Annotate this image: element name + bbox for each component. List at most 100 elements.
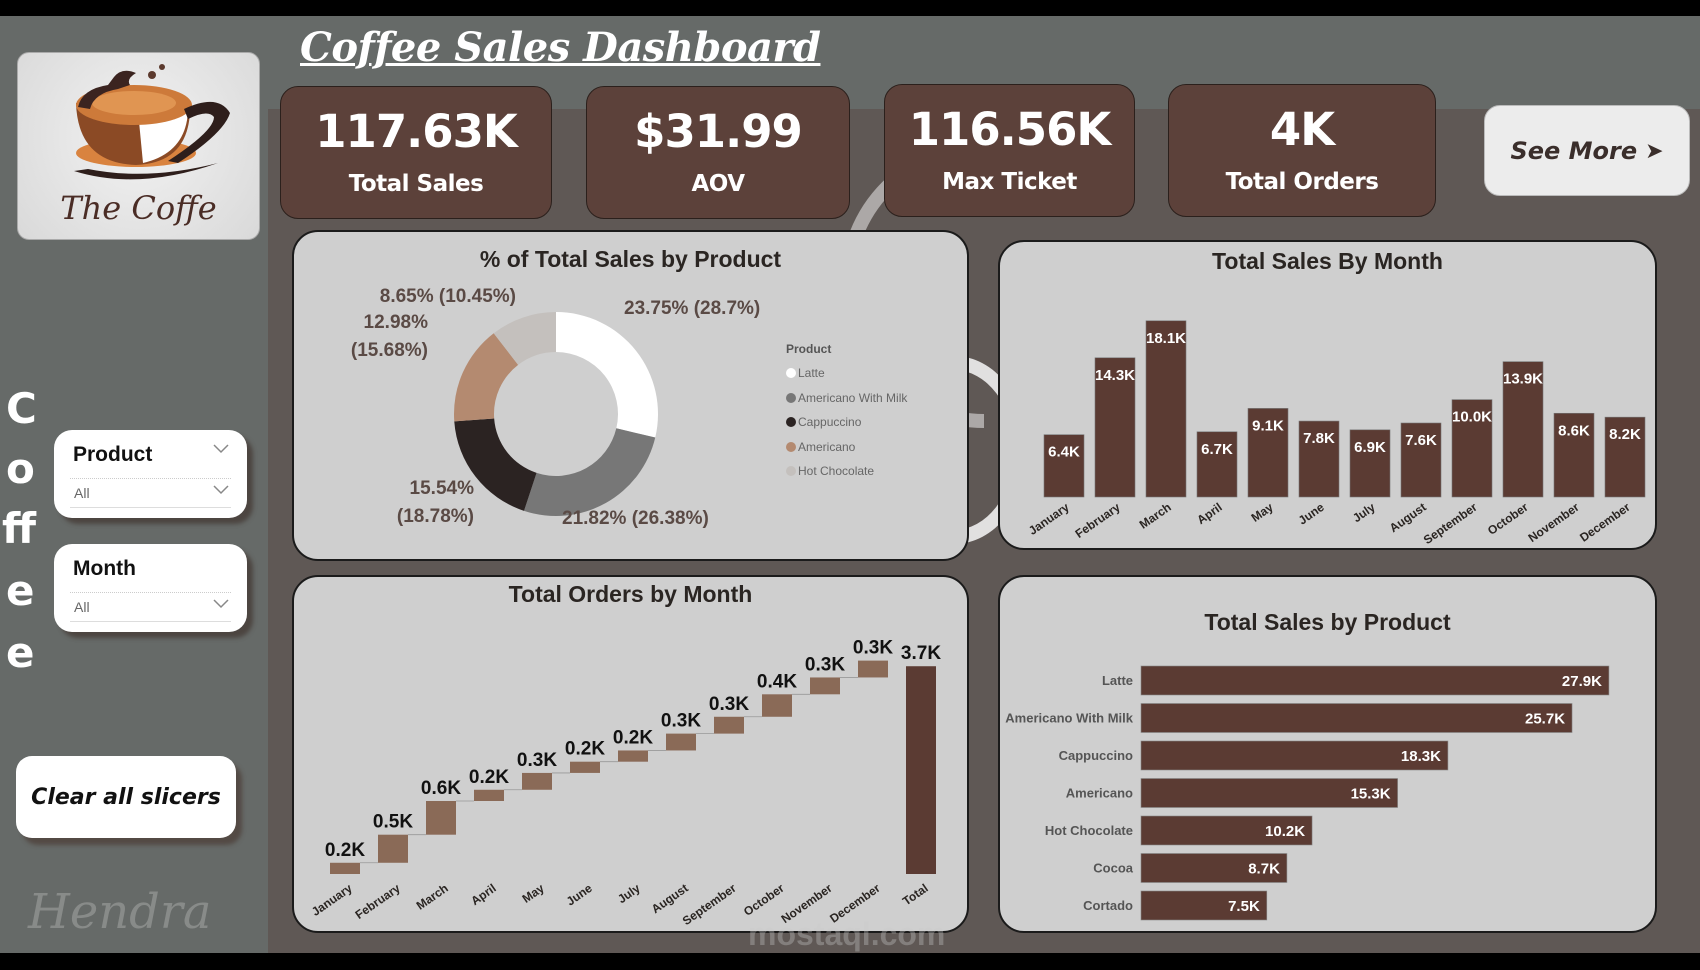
x-tick-label: May [520, 881, 547, 906]
waterfall-data-label: 0.4K [757, 671, 797, 692]
bar-august [1400, 422, 1442, 498]
waterfall-bar-december [858, 660, 888, 678]
hbar-cortado [1140, 890, 1268, 921]
legend-dot-icon [786, 441, 796, 452]
kpi-label: Total Sales [348, 171, 484, 197]
logo-card: The Coffe [17, 52, 260, 240]
waterfall-bar-january [330, 862, 360, 874]
donut-data-label: 12.98% [364, 312, 429, 333]
bar-june [1298, 420, 1340, 498]
donut-slice-americano [454, 333, 519, 422]
bar-data-label: 13.9K [1503, 371, 1543, 388]
kpi-label: Max Ticket [942, 169, 1077, 195]
sales-by-product-chart: 27.9K Latte 25.7K Americano With Milk 18.3K C… [1005, 665, 1610, 921]
waterfall-data-label: 0.3K [661, 711, 701, 732]
donut-data-label: 21.82% (26.38%) [562, 508, 709, 529]
hbar-hot-chocolate [1140, 815, 1313, 846]
bar-data-label: 6.9K [1354, 439, 1386, 456]
hbar-data-label: 15.3K [1351, 786, 1391, 803]
waterfall-data-label: 0.2K [565, 739, 605, 760]
legend-label: Americano [798, 439, 856, 454]
waterfall-data-label: 0.3K [709, 694, 749, 715]
hbar-americano [1140, 778, 1398, 808]
waterfall-data-label: 0.3K [853, 638, 893, 659]
donut-data-label: (18.78%) [397, 506, 474, 527]
x-tick-label: May [1249, 500, 1276, 525]
hbar-latte [1140, 665, 1610, 696]
product-dropdown[interactable]: All [70, 478, 231, 508]
coffee-cup-logo-icon [74, 64, 230, 180]
legend-item[interactable]: Americano With Milk [786, 386, 907, 411]
product-slicer[interactable]: Product All [54, 430, 247, 518]
kpi-value: 117.63K [315, 105, 518, 158]
bar-data-label: 7.8K [1303, 430, 1335, 447]
legend-title: Product [786, 342, 832, 356]
donut-slice-hot-chocolate [493, 312, 556, 365]
see-more-label: See More [1510, 136, 1638, 165]
chart-title: % of Total Sales by Product [479, 246, 782, 272]
bar-october [1502, 361, 1544, 498]
month-dropdown[interactable]: All [70, 592, 231, 622]
orders-by-month-panel: Total Orders by Month 0.2K January 0.5K Feb… [292, 575, 969, 933]
kpi-max-ticket: 116.56K Max Ticket [884, 84, 1135, 217]
clear-all-slicers-button[interactable]: Clear all slicers [16, 756, 236, 838]
chevron-down-icon [213, 485, 229, 495]
chevron-down-icon [213, 599, 229, 609]
x-tick-label: July [615, 881, 643, 906]
x-tick-label: February [1073, 500, 1123, 541]
sales-by-month-panel: Total Sales By Month 6.4K January 14.3K Feb… [998, 240, 1657, 550]
x-tick-label: September [1421, 500, 1480, 547]
legend-dot-icon [786, 417, 796, 428]
x-tick-label: July [1350, 500, 1378, 525]
hbar-data-label: 7.5K [1228, 898, 1260, 915]
bar-july [1349, 429, 1391, 498]
legend-item[interactable]: Latte [786, 361, 907, 386]
waterfall-bar-march [426, 801, 456, 835]
clear-all-slicers-label: Clear all slicers [31, 784, 221, 810]
chart-title: Total Sales By Month [1212, 248, 1443, 274]
legend-item[interactable]: Hot Chocolate [786, 459, 907, 484]
waterfall-data-label: 0.2K [325, 840, 365, 861]
hbar-americano-with-milk [1140, 703, 1573, 733]
waterfall-data-label: 3.7K [901, 643, 941, 664]
waterfall-bar-november [810, 677, 840, 695]
x-tick-label: November [1526, 500, 1582, 545]
donut-data-label: 23.75% (28.7%) [624, 298, 760, 319]
y-tick-label: Cortado [1083, 898, 1133, 913]
x-tick-label: March [414, 881, 451, 913]
x-tick-label: April [1194, 500, 1224, 527]
waterfall-data-label: 0.5K [373, 812, 413, 833]
legend-item[interactable]: Americano [786, 435, 907, 460]
x-tick-label: March [1137, 500, 1174, 532]
donut-slice-americano-with-milk [524, 428, 656, 516]
x-tick-label: December [1577, 500, 1633, 545]
donut-slice-cappuccino [454, 418, 537, 511]
signature: Hendra [28, 884, 212, 940]
waterfall-bar-february [378, 834, 408, 863]
donut-slice-latte [556, 312, 658, 438]
x-tick-label: January [1026, 500, 1072, 538]
legend-label: Latte [798, 366, 825, 381]
bar-data-label: 6.7K [1201, 441, 1233, 458]
watermark: mostaql.com [748, 916, 946, 952]
legend-item[interactable]: Cappuccino [786, 410, 907, 435]
donut-data-label: (15.68%) [351, 340, 428, 361]
hbar-data-label: 27.9K [1562, 673, 1602, 690]
y-tick-label: Hot Chocolate [1045, 823, 1133, 838]
chart-title: Total Sales by Product [1204, 609, 1451, 635]
month-slicer[interactable]: Month All [54, 544, 247, 632]
see-more-button[interactable]: See More ➤ [1484, 105, 1690, 196]
kpi-label: AOV [691, 171, 745, 197]
waterfall-total-bar [906, 666, 936, 874]
waterfall-data-label: 0.6K [421, 778, 461, 799]
y-tick-label: Latte [1102, 673, 1133, 688]
chevron-down-icon[interactable] [213, 444, 229, 454]
bar-november [1553, 412, 1595, 498]
bar-data-label: 8.2K [1609, 426, 1641, 443]
y-tick-label: Americano With Milk [1005, 711, 1134, 726]
kpi-total-orders: 4K Total Orders [1168, 84, 1436, 217]
legend-dot-icon [786, 392, 796, 403]
product-dropdown-value: All [74, 485, 90, 501]
bar-march [1145, 320, 1187, 498]
kpi-total-sales: 117.63K Total Sales [280, 86, 552, 219]
